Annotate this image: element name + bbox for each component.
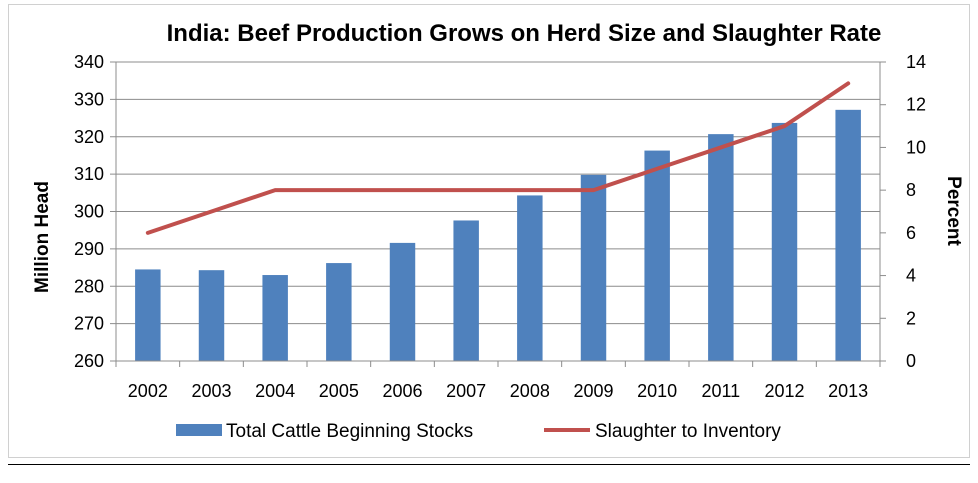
x-tick-label: 2003 [191, 381, 231, 401]
right-axis: 0 2 4 6 8 10 12 14 [880, 52, 926, 371]
chart-frame [8, 4, 970, 458]
x-tick-label: 2011 [701, 381, 740, 401]
right-tick-label: 0 [906, 351, 916, 371]
bar [580, 174, 607, 361]
slaughter-line [145, 81, 851, 235]
x-tick-label: 2006 [382, 381, 422, 401]
bar [135, 269, 161, 361]
x-tick-label: 2005 [319, 381, 359, 401]
legend-bar-label: Total Cattle Beginning Stocks [226, 421, 473, 442]
left-tick-label: 260 [74, 351, 104, 371]
bar [835, 109, 861, 361]
gridlines [115, 61, 881, 362]
bar [326, 263, 352, 361]
x-tick-label: 2012 [764, 381, 804, 401]
x-tick-label: 2004 [255, 381, 295, 401]
left-tick-label: 270 [74, 314, 104, 334]
left-tick-label: 340 [74, 52, 104, 72]
x-tick-label: 2007 [446, 381, 486, 401]
left-axis: 260 270 280 290 300 310 320 330 340 [74, 52, 116, 371]
x-tick-label: 2010 [637, 381, 677, 401]
left-tick-label: 300 [74, 202, 104, 222]
legend-bar-swatch [176, 424, 222, 436]
right-tick-label: 14 [906, 52, 926, 72]
right-tick-label: 6 [906, 223, 916, 243]
bar [708, 134, 734, 361]
bar [517, 195, 543, 361]
line-series [145, 81, 851, 235]
bar [644, 150, 670, 361]
left-axis-title: Million Head [32, 181, 53, 293]
legend-line-label: Slaughter to Inventory [595, 421, 781, 442]
right-tick-label: 8 [906, 180, 916, 200]
bar-series [116, 109, 880, 362]
bar [771, 122, 798, 361]
bar [198, 270, 225, 361]
left-tick-label: 290 [74, 239, 104, 259]
left-tick-label: 320 [74, 127, 104, 147]
x-tick-label: 2009 [573, 381, 613, 401]
x-tick-label: 2008 [510, 381, 550, 401]
bar [262, 275, 288, 361]
left-tick-label: 310 [74, 164, 104, 184]
bar [389, 242, 416, 361]
x-axis: 2002 2003 2004 2005 2006 2007 2008 2009 2010 2011… [115, 361, 881, 401]
right-tick-label: 2 [906, 308, 916, 328]
x-tick-label: 2013 [828, 381, 868, 401]
x-tick-label: 2002 [128, 381, 168, 401]
bar [453, 220, 479, 361]
chart-title: India: Beef Production Grows on Herd Siz… [167, 20, 882, 47]
right-tick-label: 4 [906, 266, 916, 286]
right-tick-label: 10 [906, 137, 926, 157]
right-axis-title: Percent [943, 176, 964, 246]
left-tick-label: 330 [74, 89, 104, 109]
legend: Total Cattle Beginning Stocks Slaughter … [176, 421, 781, 442]
bottom-rule [8, 464, 970, 465]
left-tick-label: 280 [74, 276, 104, 296]
right-tick-label: 12 [906, 95, 926, 115]
